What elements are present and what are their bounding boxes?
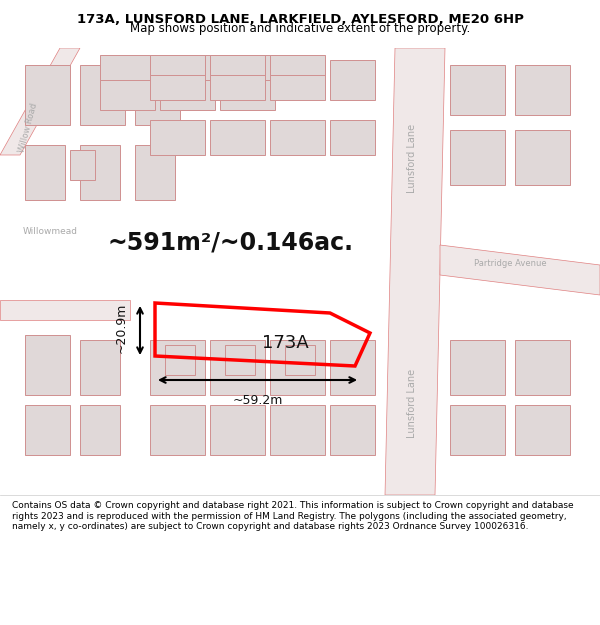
FancyBboxPatch shape: [135, 65, 180, 125]
FancyBboxPatch shape: [220, 55, 275, 80]
FancyBboxPatch shape: [210, 405, 265, 455]
Polygon shape: [0, 300, 130, 320]
FancyBboxPatch shape: [515, 130, 570, 185]
Text: Map shows position and indicative extent of the property.: Map shows position and indicative extent…: [130, 21, 470, 34]
Text: Contains OS data © Crown copyright and database right 2021. This information is : Contains OS data © Crown copyright and d…: [12, 501, 574, 531]
FancyBboxPatch shape: [80, 340, 120, 395]
Text: Willowmead: Willowmead: [23, 226, 77, 236]
FancyBboxPatch shape: [80, 405, 120, 455]
FancyBboxPatch shape: [270, 405, 325, 455]
FancyBboxPatch shape: [515, 65, 570, 115]
Text: Lunsford Lane: Lunsford Lane: [407, 368, 417, 438]
FancyBboxPatch shape: [150, 60, 205, 100]
FancyBboxPatch shape: [135, 145, 175, 200]
FancyBboxPatch shape: [270, 60, 325, 100]
FancyBboxPatch shape: [165, 345, 195, 375]
FancyBboxPatch shape: [150, 120, 205, 155]
Text: 173A: 173A: [262, 334, 308, 352]
FancyBboxPatch shape: [330, 120, 375, 155]
FancyBboxPatch shape: [25, 405, 70, 455]
FancyBboxPatch shape: [160, 55, 215, 80]
FancyBboxPatch shape: [100, 55, 155, 80]
FancyBboxPatch shape: [330, 340, 375, 395]
FancyBboxPatch shape: [80, 65, 125, 125]
FancyBboxPatch shape: [80, 145, 120, 200]
FancyBboxPatch shape: [70, 150, 95, 180]
FancyBboxPatch shape: [330, 405, 375, 455]
FancyBboxPatch shape: [150, 340, 205, 395]
Polygon shape: [0, 48, 80, 155]
FancyBboxPatch shape: [225, 345, 255, 375]
Text: Lunsford Lane: Lunsford Lane: [407, 124, 417, 192]
FancyBboxPatch shape: [150, 55, 205, 75]
FancyBboxPatch shape: [450, 340, 505, 395]
FancyBboxPatch shape: [25, 335, 70, 395]
FancyBboxPatch shape: [450, 130, 505, 185]
FancyBboxPatch shape: [270, 55, 325, 75]
FancyBboxPatch shape: [210, 55, 265, 75]
Polygon shape: [385, 48, 445, 495]
FancyBboxPatch shape: [210, 340, 265, 395]
FancyBboxPatch shape: [330, 60, 375, 100]
Text: ~20.9m: ~20.9m: [115, 302, 128, 353]
FancyBboxPatch shape: [515, 340, 570, 395]
FancyBboxPatch shape: [210, 60, 265, 100]
Text: ~591m²/~0.146ac.: ~591m²/~0.146ac.: [107, 231, 353, 255]
FancyBboxPatch shape: [450, 405, 505, 455]
FancyBboxPatch shape: [150, 405, 205, 455]
FancyBboxPatch shape: [220, 65, 275, 110]
FancyBboxPatch shape: [160, 65, 215, 110]
FancyBboxPatch shape: [270, 120, 325, 155]
FancyBboxPatch shape: [25, 145, 65, 200]
Polygon shape: [440, 245, 600, 295]
Text: Partridge Avenue: Partridge Avenue: [473, 259, 547, 268]
FancyBboxPatch shape: [515, 405, 570, 455]
Text: Willow Road: Willow Road: [17, 102, 39, 154]
FancyBboxPatch shape: [270, 340, 325, 395]
Text: ~59.2m: ~59.2m: [233, 394, 283, 407]
FancyBboxPatch shape: [100, 65, 155, 110]
FancyBboxPatch shape: [450, 65, 505, 115]
FancyBboxPatch shape: [285, 345, 315, 375]
FancyBboxPatch shape: [210, 120, 265, 155]
Text: 173A, LUNSFORD LANE, LARKFIELD, AYLESFORD, ME20 6HP: 173A, LUNSFORD LANE, LARKFIELD, AYLESFOR…: [77, 14, 523, 26]
FancyBboxPatch shape: [25, 65, 70, 125]
